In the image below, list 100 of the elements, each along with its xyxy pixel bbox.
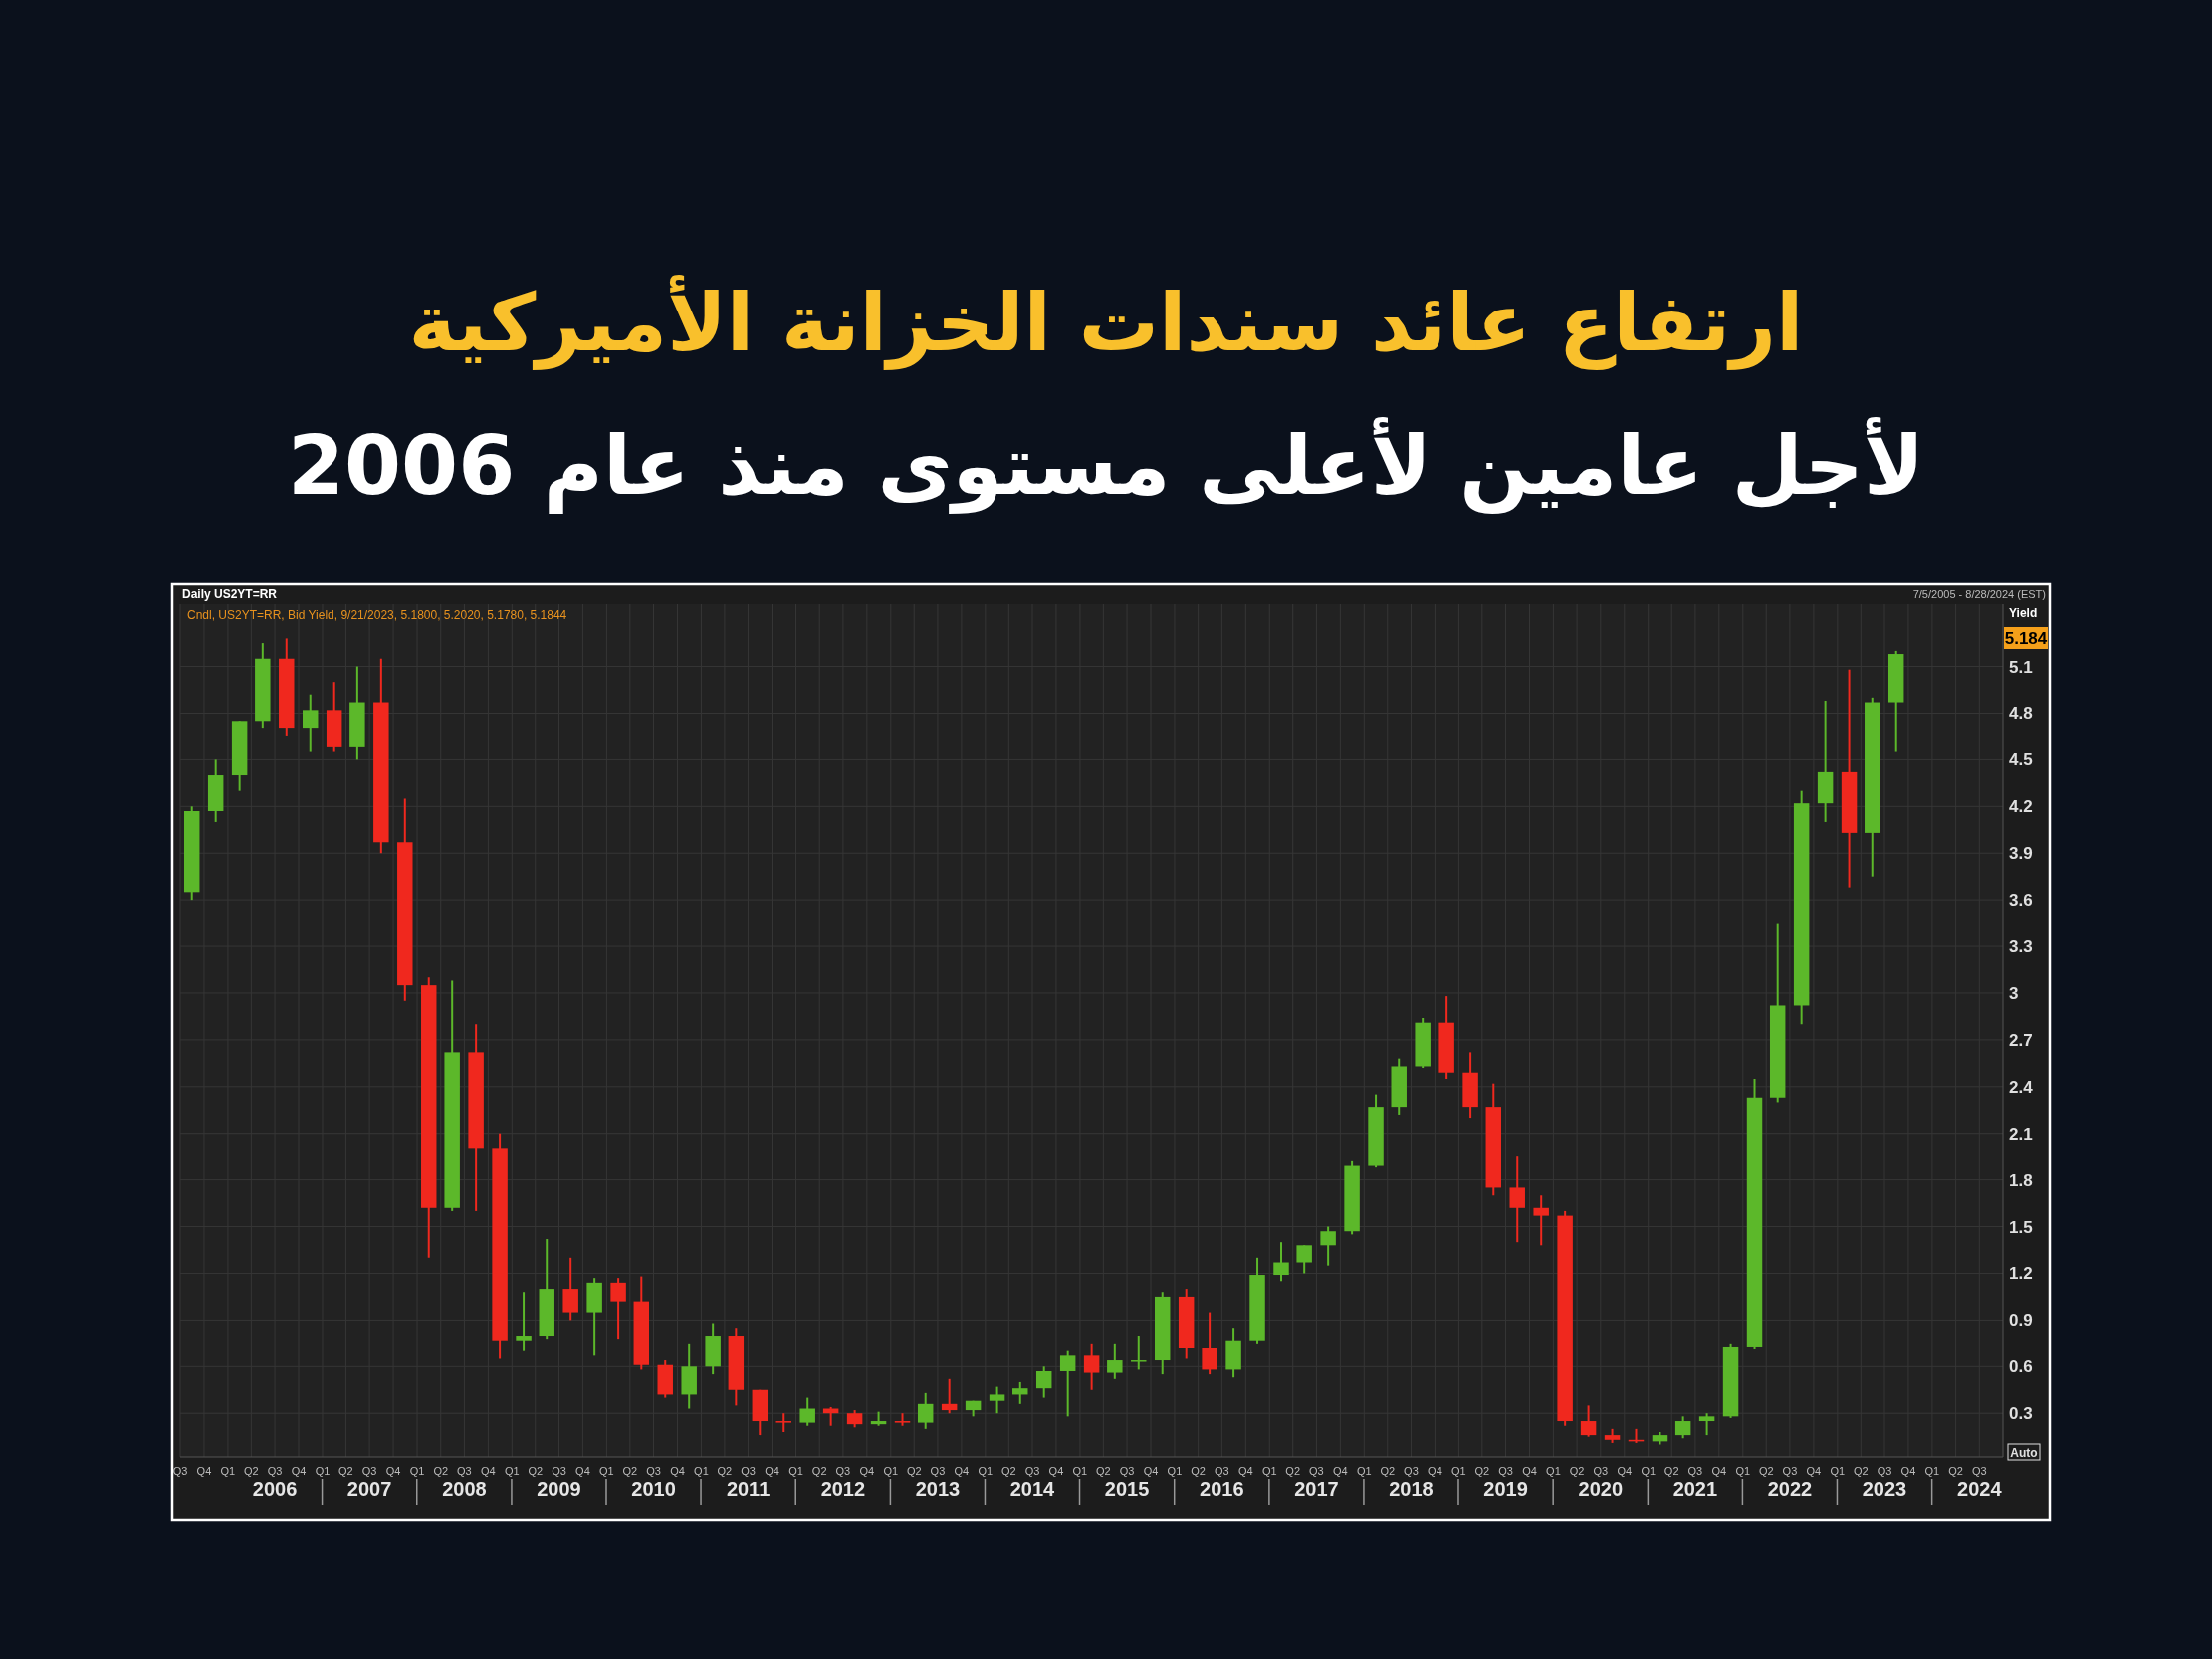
x-tick-label: Q1 — [220, 1465, 236, 1477]
y-tick-label: 0.9 — [2009, 1311, 2033, 1331]
x-tick-label: Q1 — [1924, 1465, 1940, 1477]
x-tick-label: Q3 — [172, 1465, 188, 1477]
x-tick-label: Q3 — [1782, 1465, 1798, 1477]
x-tick-label: Q3 — [1687, 1465, 1703, 1477]
x-tick-label: Q1 — [1735, 1465, 1751, 1477]
x-tick-label: Q1 — [883, 1465, 899, 1477]
x2-tick-label: 2021 — [1672, 1478, 1718, 1500]
x2-tick-label: 2008 — [442, 1478, 487, 1500]
x-tick-label: Q1 — [694, 1465, 709, 1477]
y-tick-label: 1.5 — [2009, 1217, 2033, 1237]
x-tick-label: Q4 — [575, 1465, 590, 1477]
x-tick-label: Q3 — [1024, 1465, 1040, 1477]
x-tick-label: Q1 — [788, 1465, 803, 1477]
text: Auto — [2010, 1446, 2038, 1460]
x-tick-label: Q4 — [1333, 1465, 1348, 1477]
x2-tick-label: 2009 — [537, 1478, 581, 1500]
y-tick-label: 4.2 — [2009, 797, 2033, 817]
x-tick-label: Q4 — [1428, 1465, 1442, 1477]
x-tick-label: Q1 — [1830, 1465, 1846, 1477]
x-tick-label: Q1 — [315, 1465, 331, 1477]
x-tick-label: Q2 — [717, 1465, 733, 1477]
x2-tick-label: 2018 — [1389, 1478, 1434, 1500]
y-tick-label: 2.1 — [2009, 1124, 2033, 1143]
y-tick-label: 3.9 — [2009, 844, 2033, 864]
text: 7/5/2005 - 8/28/2024 (EST) — [1912, 588, 2046, 600]
x-tick-label: Q1 — [1641, 1465, 1657, 1477]
x-tick-label: Q1 — [978, 1465, 994, 1477]
x-tick-label: Q4 — [291, 1465, 307, 1477]
x-tick-label: Q2 — [1380, 1465, 1396, 1477]
x2-tick-label: 2013 — [915, 1478, 961, 1500]
x-tick-label: Q4 — [1143, 1465, 1159, 1477]
x2-tick-label: 2016 — [1200, 1478, 1244, 1500]
x-tick-label: Q2 — [1569, 1465, 1585, 1477]
x-tick-label: Q1 — [1167, 1465, 1183, 1477]
x-tick-label: Q2 — [1853, 1465, 1869, 1477]
x2-tick-label: 2006 — [252, 1478, 298, 1500]
x-tick-label: Q2 — [1096, 1465, 1111, 1477]
x-tick-label: Q2 — [1758, 1465, 1774, 1477]
x-tick-label: Q3 — [741, 1465, 756, 1477]
x2-tick-label: 2007 — [346, 1478, 392, 1500]
x-tick-label: Q4 — [765, 1465, 779, 1477]
x-tick-label: Q4 — [1617, 1465, 1633, 1477]
x-tick-label: Q3 — [646, 1465, 661, 1477]
x2-tick-label: 2022 — [1767, 1478, 1813, 1500]
x-tick-label: Q2 — [528, 1465, 544, 1477]
y-tick-label: 5.1 — [2009, 657, 2033, 677]
chart-subtitle: لأجل عامين لأعلى مستوى منذ عام 2006 — [288, 416, 1924, 514]
x-tick-label: Q1 — [409, 1465, 425, 1477]
x-tick-label: Q4 — [1900, 1465, 1916, 1477]
x-tick-label: Q4 — [1806, 1465, 1822, 1477]
x-tick-label: Q3 — [1215, 1465, 1229, 1477]
x2-tick-label: 2023 — [1862, 1478, 1907, 1500]
x-tick-label: Q4 — [481, 1465, 496, 1477]
x-tick-label: Q3 — [1309, 1465, 1324, 1477]
x-tick-label: Q3 — [1971, 1465, 1987, 1477]
text: Daily US2YT=RR — [182, 587, 278, 601]
x-tick-label: Q1 — [504, 1465, 520, 1477]
y-tick-label: 3.3 — [2009, 937, 2033, 957]
y-tick-label: 2.4 — [2009, 1077, 2034, 1097]
x-tick-label: Q3 — [930, 1465, 946, 1477]
x-tick-label: Q1 — [1261, 1465, 1277, 1477]
chart-title: ارتفاع عائد سندات الخزانة الأميركية — [408, 275, 1804, 370]
x-tick-label: Q2 — [433, 1465, 449, 1477]
x-tick-label: Q2 — [1948, 1465, 1963, 1477]
x-tick-label: Q3 — [267, 1465, 283, 1477]
x-tick-label: Q2 — [1000, 1465, 1016, 1477]
y-tick-label: 2.7 — [2009, 1030, 2033, 1050]
x-tick-label: Q2 — [1663, 1465, 1679, 1477]
x2-tick-label: 2010 — [631, 1478, 676, 1500]
x-tick-label: Q3 — [1119, 1465, 1135, 1477]
x2-tick-label: 2011 — [726, 1478, 771, 1500]
x-tick-label: Q1 — [1451, 1465, 1466, 1477]
x-tick-label: Q3 — [835, 1465, 851, 1477]
x-tick-label: Q2 — [1191, 1465, 1207, 1477]
x-tick-label: Q1 — [1546, 1465, 1561, 1477]
x-tick-label: Q2 — [811, 1465, 827, 1477]
x-tick-label: Q4 — [385, 1465, 401, 1477]
text: 5.184 — [2004, 629, 2048, 648]
annotation: Cndl, US2YT=RR, Bid Yield, 9/21/2023, 5.1800, 5.2020, 5.1780, 5.1844 — [187, 608, 567, 622]
y-tick-label: 4.8 — [2009, 704, 2033, 724]
x-tick-label: Q4 — [1522, 1465, 1537, 1477]
y-tick-label: 1.2 — [2009, 1264, 2033, 1284]
y-tick-label: 4.5 — [2009, 750, 2033, 770]
y-tick-label: 3.6 — [2009, 891, 2033, 911]
x2-tick-label: 2024 — [1957, 1478, 2003, 1500]
y-tick-label: 1.8 — [2009, 1170, 2033, 1190]
x-tick-label: Q4 — [859, 1465, 875, 1477]
x-tick-label: Q3 — [552, 1465, 566, 1477]
x-tick-label: Q2 — [338, 1465, 353, 1477]
x2-tick-label: 2012 — [820, 1478, 866, 1500]
x-tick-label: Q4 — [1237, 1465, 1253, 1477]
x2-tick-label: 2015 — [1104, 1478, 1150, 1500]
y-tick-label: 3 — [2009, 983, 2019, 1003]
x2-tick-label: 2014 — [1009, 1478, 1056, 1500]
x-tick-label: Q2 — [1285, 1465, 1301, 1477]
x-tick-label: Q4 — [196, 1465, 212, 1477]
y-tick-label: 0.6 — [2009, 1357, 2033, 1377]
x-tick-label: Q3 — [1498, 1465, 1513, 1477]
